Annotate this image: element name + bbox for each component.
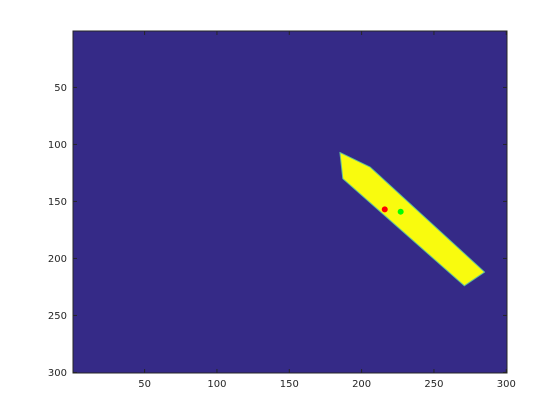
x-tick-label: 300: [497, 379, 516, 390]
y-tick-label: 200: [48, 254, 67, 265]
y-tick-label: 250: [48, 311, 67, 322]
image-background: [73, 31, 507, 373]
y-tick-label: 300: [48, 368, 67, 379]
y-tick-label: 100: [48, 140, 67, 151]
x-tick-label: 250: [424, 379, 443, 390]
axes-box: [72, 30, 508, 374]
x-tick-label: 200: [352, 379, 371, 390]
axes: 50 100 150 200 250 300 50 100 150 200 250 300: [48, 30, 516, 390]
y-tick-label: 50: [54, 83, 67, 94]
data-point-1: [381, 206, 388, 213]
x-tick-label: 150: [280, 379, 299, 390]
x-tick-label: 50: [138, 379, 151, 390]
yellow-region: [339, 151, 486, 287]
ticks-layer: 50 100 150 200 250 300 50 100 150 200 250 300: [48, 31, 516, 390]
data-point-2: [397, 208, 404, 215]
points-layer: [381, 206, 404, 215]
x-tick-label: 100: [207, 379, 226, 390]
y-tick-label: 150: [48, 197, 67, 208]
